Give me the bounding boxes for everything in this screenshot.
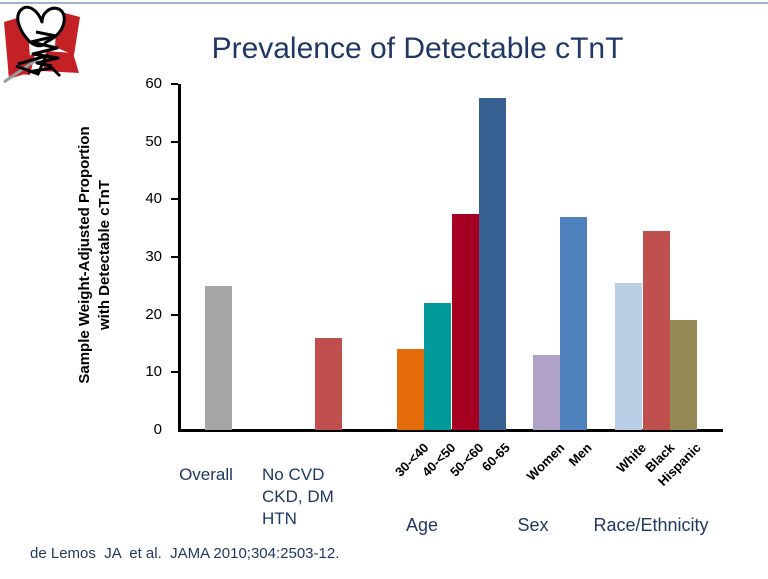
- y-tick-label: 60: [145, 75, 162, 92]
- x-axis: [178, 429, 723, 432]
- category-label: Women: [523, 440, 568, 484]
- bar: [205, 285, 232, 430]
- bar: [670, 320, 697, 430]
- y-tick: [171, 256, 178, 258]
- bar: [452, 213, 479, 430]
- y-tick-label: 0: [153, 421, 162, 438]
- group-label: Age: [405, 515, 439, 535]
- citation: de Lemos JA et al. JAMA 2010;304:2503-12…: [30, 545, 340, 562]
- y-tick: [171, 371, 178, 374]
- y-tick-label: 30: [145, 248, 162, 265]
- bar: [560, 216, 587, 430]
- y-tick-label: 40: [145, 190, 162, 208]
- y-tick-label: 50: [145, 132, 162, 150]
- bar: [397, 349, 424, 430]
- category-label: White: [613, 440, 650, 476]
- bar: [615, 282, 642, 430]
- heart-scribble-logo-icon: [3, 5, 80, 84]
- bar: [424, 303, 451, 430]
- bar: [643, 231, 670, 430]
- bar: [479, 98, 506, 430]
- category-label: No CVD CKD, DM HTN: [262, 465, 334, 528]
- chart-title: Prevalence of Detectable cTnT: [211, 32, 624, 65]
- y-tick: [171, 140, 178, 143]
- bar: [533, 355, 560, 430]
- y-tick: [171, 198, 178, 201]
- y-tick-label: 10: [145, 363, 162, 381]
- group-label: Race/Ethnicity: [593, 515, 709, 535]
- y-tick-label: 20: [145, 305, 162, 323]
- bar: [315, 337, 342, 430]
- top-accent-line: [0, 2, 768, 4]
- category-label: Overall: [179, 465, 233, 484]
- category-label: Men: [565, 440, 595, 469]
- y-axis: [178, 84, 181, 432]
- group-label: Sex: [517, 515, 549, 535]
- category-label: 60-65: [478, 440, 514, 475]
- y-tick: [171, 313, 178, 316]
- y-tick: [171, 83, 178, 85]
